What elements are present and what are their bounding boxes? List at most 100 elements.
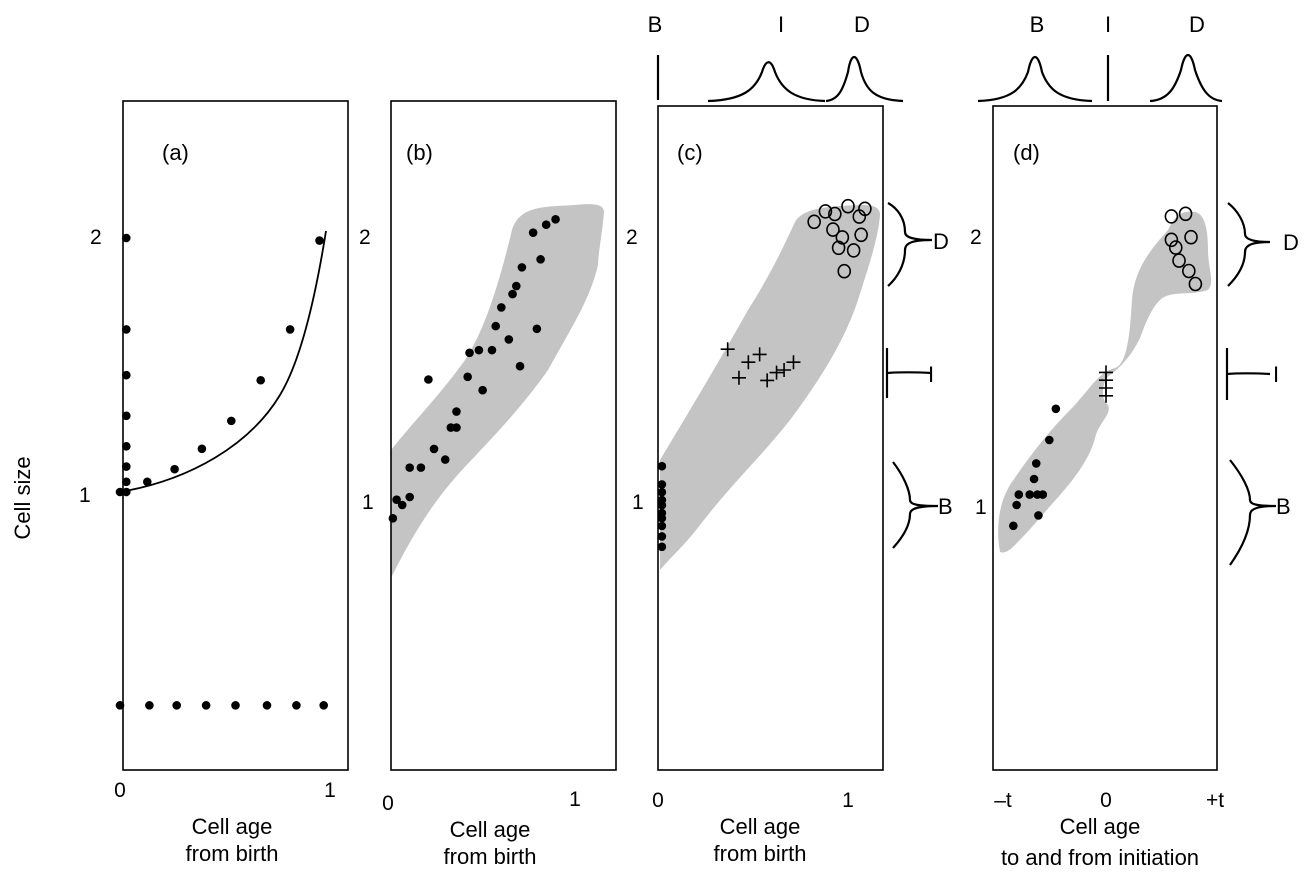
panel-d-point-s2-5 [1182,263,1196,279]
panel-b-point-s0-16 [487,345,497,355]
panel-d-point-s2-6 [1184,229,1198,245]
panel-a-point-s0-7 [122,487,131,497]
panel-c-point-s2-11 [858,201,872,217]
panel-c-xlabel-line1: Cell age [720,814,801,839]
panel-c-xlabel-line2: from birth [714,841,807,866]
panel-a-point-s0-3 [122,411,131,421]
panel-d-ytick-2: 2 [970,226,982,249]
panel-c-top-dist-i [707,61,826,103]
panel-b-point-s0-23 [517,263,527,272]
panel-a-frame [122,100,349,771]
panel-b-point-s0-10 [452,423,461,432]
panel-c-point-s0-8 [657,532,667,541]
panel-a-point-s1-4 [227,416,236,426]
panel-a-point-s1-7 [315,236,324,245]
panel-c-top-label-d: D [854,12,870,37]
panel-d-right-dist-d [1227,202,1271,287]
panel-c-point-s2-0 [807,214,821,230]
panel-b-point-s0-25 [532,324,542,334]
panel-b-points [388,215,560,523]
panel-a-ytick-1: 1 [79,484,91,507]
panel-b-point-s0-21 [511,281,521,291]
panel-a-point-s0-0 [122,233,131,243]
panel-c-point-s1-4 [760,373,775,388]
panel-c-point-s2-6 [837,263,852,279]
panel-a-point-s0-5 [122,462,131,471]
panel-b-point-s0-26 [536,255,545,264]
panel-d-point-s0-5 [1031,459,1041,468]
panel-c-right-dist-d [887,202,933,287]
y-axis-label: Cell size [10,456,35,539]
panel-d-top-dist-b [977,55,1093,103]
panel-b-point-s0-17 [491,321,501,331]
panel-a-growth-curve [119,230,327,493]
panel-c-point-s1-5 [769,365,784,380]
panel-c-point-s2-2 [826,222,840,237]
panel-c-label: (c) [677,140,703,165]
panel-d-shaded-region [998,211,1212,553]
panel-b-point-s0-18 [497,303,506,312]
panel-c-right-dist-i [885,348,933,398]
panel-a-label: (a) [162,140,189,165]
panel-c-point-s1-0 [720,342,735,357]
panel-b-xlabel-line2: from birth [444,844,537,869]
panel-b-point-s0-1 [392,495,401,504]
panel-b-point-s0-28 [551,215,560,224]
panel-d-point-s0-3 [1025,490,1034,499]
panel-a-points [115,233,329,710]
panel-b-xlabel-line1: Cell age [450,817,531,842]
panel-c-frame [657,105,884,771]
panel-b-point-s0-12 [463,372,472,382]
panel-b-point-s0-8 [440,455,450,464]
panel-c-point-s0-4 [657,500,667,510]
panel-d: (d) 2 1 –t 0 +t Cell age to and from ini… [970,12,1299,870]
panel-c-point-s2-3 [828,206,842,222]
panel-d-point-s0-9 [1045,435,1054,445]
panel-d-point-s2-4 [1178,206,1193,222]
panel-d-right-label-b: B [1276,494,1291,519]
panel-a-xtick-0: 0 [114,779,126,802]
panel-b-xtick-0: 0 [382,792,394,815]
panel-a-xlabel-line2: from birth [186,841,279,866]
panel-c-point-s2-10 [854,227,868,243]
panel-b-point-s0-13 [465,348,474,358]
panel-c-points [657,198,872,552]
panel-d-top-label-d: D [1189,12,1205,37]
panel-d-xlabel-line2: to and from initiation [1001,845,1199,870]
panel-d-xtick-neg: –t [994,789,1012,812]
panel-b-point-s0-15 [478,385,487,395]
panel-d-right-label-i: I [1273,362,1279,387]
panel-c-xtick-1: 1 [842,789,854,812]
panel-b-point-s0-19 [504,335,514,344]
panel-c-point-s0-7 [657,521,667,531]
panel-b-point-s0-0 [388,514,398,523]
panel-a-point-s0-2 [122,370,131,380]
panel-d-point-s2-0 [1164,209,1179,224]
panel-a-point-s0-6 [122,477,131,487]
panel-c-point-s0-1 [657,480,667,489]
panel-c-right-label-b: B [938,494,953,519]
panel-a-point-s0-11 [201,701,211,710]
panel-a-xtick-1: 1 [324,779,336,802]
panel-c-right-label-i: I [928,362,934,387]
panel-d-point-s0-2 [1014,490,1024,499]
panel-c-point-s1-2 [741,355,756,370]
panel-a-point-s0-14 [292,701,301,710]
panel-c-shaded-region [660,205,880,570]
panel-b-point-s0-5 [416,463,426,472]
panel-c-point-s2-5 [835,230,850,245]
panel-a-point-s0-1 [122,325,131,334]
panel-d-point-s0-4 [1029,474,1039,484]
panel-a-ytick-2: 2 [90,226,102,249]
panel-c-point-s0-9 [657,542,667,552]
panel-c-point-s1-7 [786,355,801,370]
panel-c-xtick-0: 0 [652,789,664,812]
panel-d-top-label-i: I [1105,12,1111,37]
panel-d-points [1009,206,1203,531]
panel-b-point-s0-4 [405,463,415,472]
panel-a: (a) 2 1 0 1 Cell age from birth [79,100,349,866]
panel-d-point-s0-10 [1051,404,1061,414]
panel-b-point-s0-27 [541,220,551,229]
panel-a-point-s0-13 [262,701,272,710]
